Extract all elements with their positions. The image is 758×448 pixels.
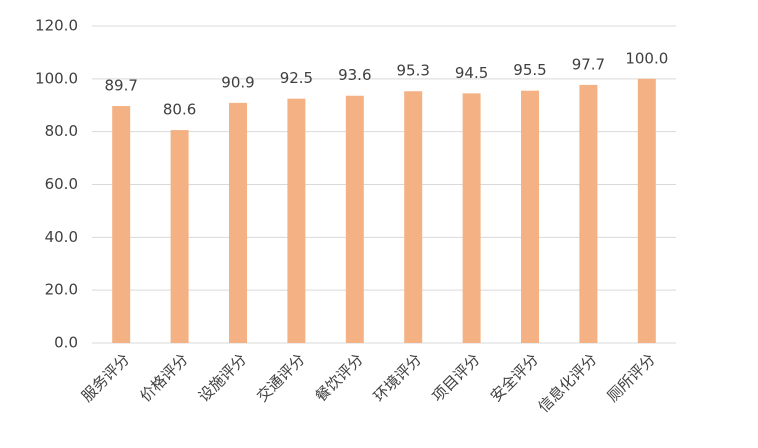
- y-tick-label: 80.0: [45, 122, 78, 140]
- y-tick-label: 120.0: [35, 17, 78, 35]
- x-tick-label: 安全评分: [487, 350, 542, 405]
- y-tick-label: 20.0: [45, 281, 78, 299]
- x-tick-label: 厕所评分: [604, 350, 659, 405]
- x-tick-label: 设施评分: [195, 350, 250, 405]
- bar: [112, 106, 131, 343]
- data-label: 100.0: [625, 49, 668, 67]
- x-tick-label: 项目评分: [428, 350, 483, 405]
- x-tick-label: 环境评分: [370, 350, 425, 405]
- data-label: 94.5: [455, 64, 488, 82]
- y-tick-label: 100.0: [35, 69, 78, 87]
- x-tick-label: 交通评分: [253, 350, 308, 405]
- x-tick-label: 价格评分: [136, 350, 191, 405]
- data-label: 93.6: [338, 66, 371, 84]
- data-label: 95.3: [396, 62, 429, 80]
- bar: [521, 90, 539, 344]
- bar: [637, 78, 656, 343]
- data-label: 97.7: [572, 55, 605, 73]
- bar: [287, 98, 306, 343]
- bar: [404, 91, 423, 343]
- x-tick-label: 餐饮评分: [312, 350, 367, 405]
- data-label: 80.6: [163, 101, 196, 119]
- data-label: 89.7: [104, 77, 137, 95]
- y-tick-label: 0.0: [54, 334, 78, 352]
- bar: [229, 102, 247, 343]
- data-label: 95.5: [513, 61, 546, 79]
- data-label: 90.9: [221, 73, 254, 91]
- x-tick-label: 服务评分: [78, 350, 133, 405]
- bar: [170, 130, 189, 343]
- bar: [345, 95, 364, 344]
- data-label: 92.5: [280, 69, 313, 87]
- bar: [462, 93, 481, 343]
- x-tick-label: 信息化评分: [535, 350, 601, 416]
- bar: [579, 84, 598, 343]
- y-tick-label: 60.0: [45, 175, 78, 193]
- y-tick-label: 40.0: [45, 228, 78, 246]
